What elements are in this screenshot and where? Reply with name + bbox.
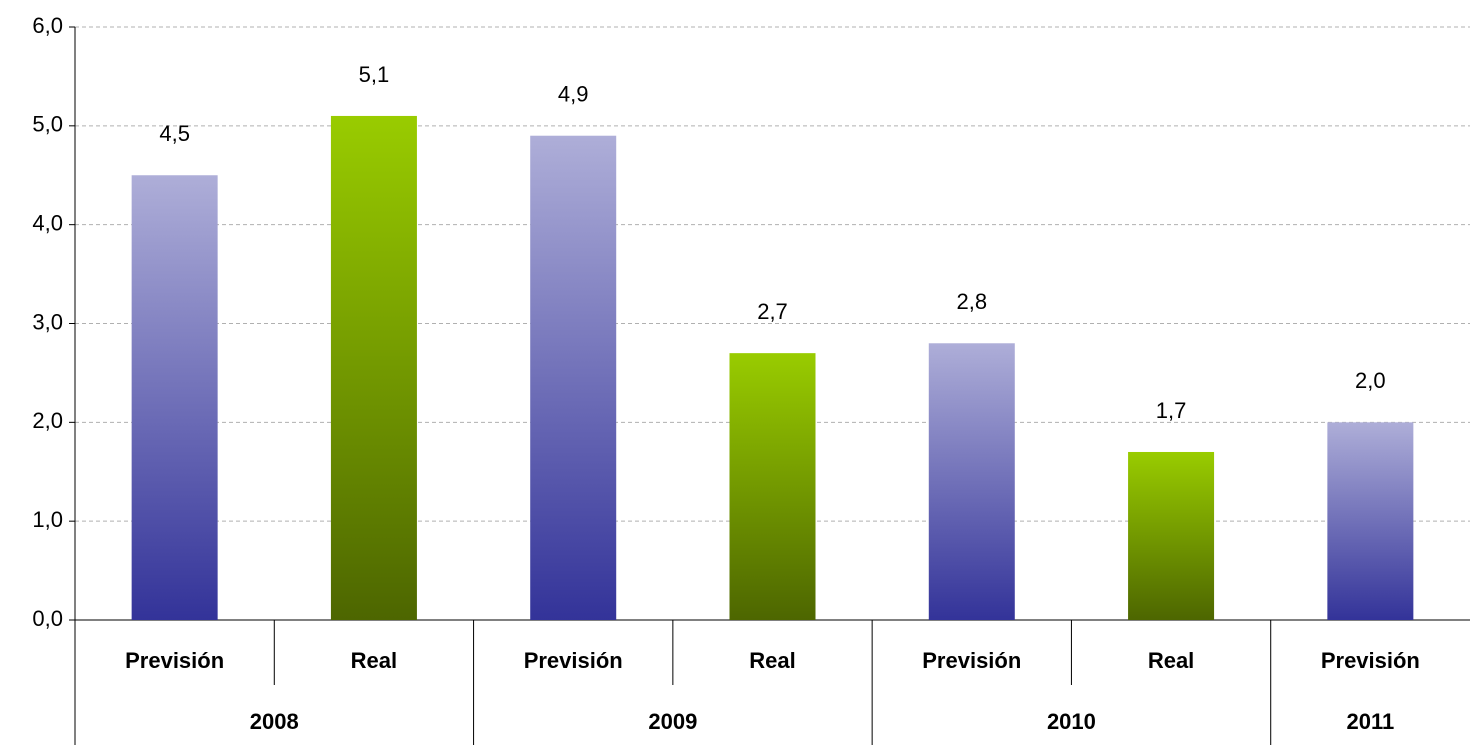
value-label: 4,5 — [159, 121, 190, 146]
value-label: 4,9 — [558, 82, 589, 107]
group-label: 2008 — [250, 709, 299, 734]
value-label: 2,0 — [1355, 368, 1386, 393]
bar — [330, 115, 417, 620]
bar — [530, 135, 617, 620]
bar — [729, 353, 816, 620]
y-tick-label: 2,0 — [32, 408, 63, 433]
group-label: 2010 — [1047, 709, 1096, 734]
y-tick-label: 3,0 — [32, 309, 63, 334]
x-tick-label: Real — [351, 648, 397, 673]
x-tick-label: Real — [1148, 648, 1194, 673]
bar — [131, 175, 218, 620]
y-tick-label: 1,0 — [32, 507, 63, 532]
x-tick-label: Previsión — [922, 648, 1021, 673]
x-tick-label: Previsión — [125, 648, 224, 673]
value-label: 5,1 — [359, 62, 390, 87]
bar — [1327, 422, 1414, 620]
group-label: 2009 — [648, 709, 697, 734]
y-tick-label: 4,0 — [32, 210, 63, 235]
x-tick-label: Previsión — [1321, 648, 1420, 673]
x-tick-label: Real — [749, 648, 795, 673]
value-label: 2,7 — [757, 299, 788, 324]
value-label: 2,8 — [956, 289, 987, 314]
y-tick-label: 5,0 — [32, 112, 63, 137]
x-tick-label: Previsión — [524, 648, 623, 673]
group-label: 2011 — [1346, 709, 1394, 734]
y-tick-label: 6,0 — [32, 13, 63, 38]
bar — [1128, 451, 1215, 620]
value-label: 1,7 — [1156, 398, 1187, 423]
bar — [928, 343, 1015, 620]
y-tick-label: 0,0 — [32, 606, 63, 631]
